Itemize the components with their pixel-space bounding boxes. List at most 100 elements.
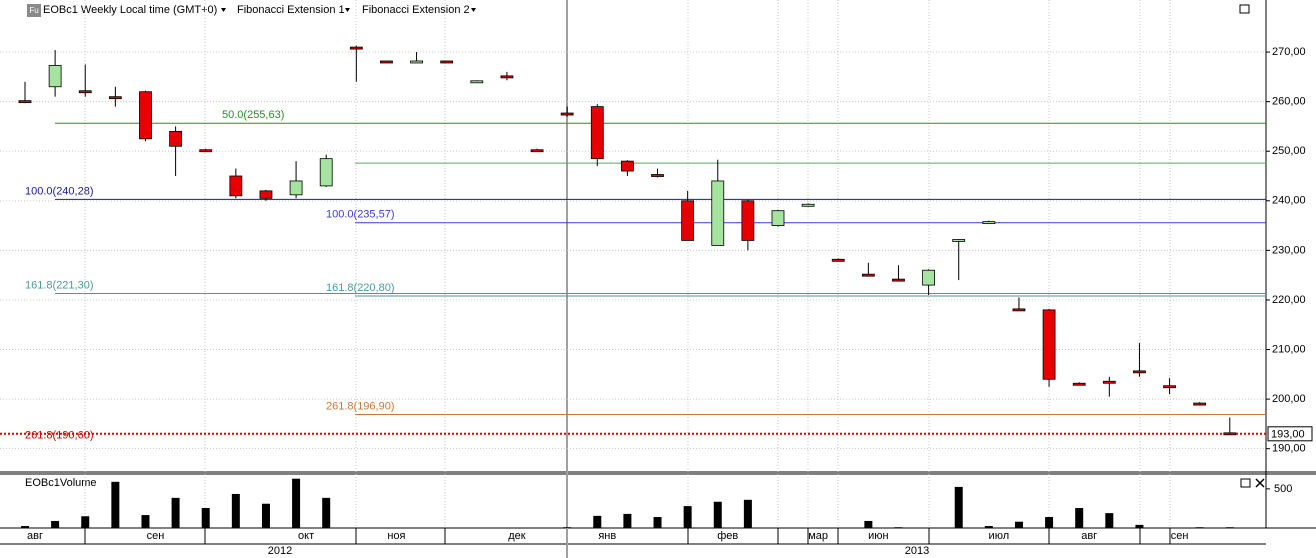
dropdown-arrow[interactable]: [221, 8, 226, 12]
maximize-button[interactable]: [1240, 478, 1251, 488]
y-tick-label: 250,00: [1272, 145, 1306, 157]
candle-body: [470, 80, 484, 84]
volume-bar: [984, 526, 993, 528]
candle-body: [48, 65, 62, 88]
volume-bar: [1135, 524, 1144, 528]
volume-bar: [171, 497, 180, 528]
x-tick-label: янв: [598, 530, 616, 542]
y-tick-label: 210,00: [1272, 343, 1306, 355]
x-tick-label: мар: [808, 530, 828, 542]
x-tick-label: июн: [868, 530, 888, 542]
volume-bar: [743, 499, 752, 528]
fib-label: 161.8(221,30): [25, 279, 94, 291]
candle-body: [1072, 382, 1086, 386]
volume-bar: [21, 526, 29, 528]
candle-body: [78, 90, 92, 94]
volume-bar: [292, 478, 301, 528]
y-tick-label: 190,00: [1272, 443, 1306, 455]
x-tick-label: сен: [147, 530, 165, 542]
candle-body: [530, 149, 544, 153]
dropdown-arrow[interactable]: [345, 8, 350, 12]
volume-bar: [322, 497, 331, 528]
candle-body: [349, 46, 363, 50]
symbol-icon[interactable]: [27, 4, 41, 17]
volume-bar: [713, 501, 722, 528]
volume-bar: [653, 517, 662, 528]
fib-label: 161.8(220,80): [326, 282, 395, 294]
maximize-button[interactable]: [1239, 4, 1250, 14]
candle-body: [1102, 380, 1116, 384]
candle-body: [560, 112, 574, 116]
candle-body: [1223, 432, 1237, 436]
volume-bar: [593, 515, 602, 528]
volume-bar: [1045, 517, 1054, 528]
candle-body: [982, 221, 996, 225]
candle-body: [831, 258, 845, 262]
dropdown-arrow[interactable]: [471, 8, 476, 12]
volume-bar: [1195, 527, 1204, 528]
indicator-name[interactable]: Fibonacci Extension 1: [237, 4, 345, 16]
last-price-label: 193,00: [1271, 429, 1305, 441]
candle-body: [380, 60, 393, 64]
candle-body: [108, 96, 122, 100]
x-tick-label: фев: [717, 530, 738, 542]
candle-body: [861, 273, 875, 277]
volume-bar: [1075, 508, 1084, 528]
x-tick-label: июл: [989, 530, 1010, 542]
candle-body: [410, 60, 423, 64]
candle-body: [319, 158, 333, 187]
volume-bar: [623, 513, 632, 528]
volume-bar: [81, 516, 90, 528]
fib-label: 50.0(255,63): [222, 109, 284, 121]
last-price-box: [1267, 426, 1313, 442]
volume-bar: [864, 520, 873, 528]
indicator-name[interactable]: Fibonacci Extension 2: [362, 4, 470, 16]
candle-body: [18, 100, 32, 104]
y-tick-label: 500: [1274, 483, 1292, 495]
candle-body: [139, 91, 152, 140]
fib-label: 100.0(240,28): [25, 185, 94, 197]
x-tick-label: авг: [1081, 530, 1097, 542]
volume-bar: [894, 527, 903, 528]
x-tick-label: ноя: [387, 530, 405, 542]
candle-body: [169, 130, 183, 147]
candle-body: [922, 269, 935, 286]
volume-bar: [141, 515, 150, 528]
candle-body: [741, 200, 755, 241]
y-tick-label: 240,00: [1272, 195, 1306, 207]
year-label: 2013: [905, 545, 929, 557]
y-tick-label: 230,00: [1272, 244, 1306, 256]
candle-body: [681, 200, 695, 241]
candle-body: [1193, 402, 1207, 406]
volume-bar: [1225, 527, 1234, 528]
volume-bar: [111, 481, 120, 528]
candle-body: [892, 278, 905, 282]
candle-body: [1042, 309, 1056, 380]
candle-body: [1133, 370, 1146, 374]
candle-body: [1163, 385, 1176, 389]
volume-bar: [1105, 513, 1114, 528]
volume-bar: [51, 520, 60, 528]
fib-label: 100.0(235,57): [326, 209, 395, 221]
candle-body: [771, 210, 785, 226]
volume-title: EOBc1Volume: [25, 477, 97, 489]
candle-body: [801, 203, 815, 207]
volume-bar: [563, 527, 572, 528]
volume-bar: [231, 493, 240, 528]
candle-body: [711, 180, 725, 246]
volume-bar: [1014, 521, 1023, 528]
candle-body: [259, 190, 273, 199]
symbol-icon-text: Fu: [29, 6, 38, 15]
year-label: 2012: [268, 545, 292, 557]
close-button[interactable]: [1255, 478, 1265, 488]
candle-body: [621, 160, 634, 172]
chart-title[interactable]: EOBc1 Weekly Local time (GMT+0): [43, 4, 217, 16]
candle-body: [952, 239, 966, 242]
candle-body: [590, 106, 604, 160]
x-tick-label: сен: [1171, 530, 1189, 542]
volume-bar: [201, 508, 210, 528]
x-tick-label: окт: [298, 530, 314, 542]
candle-body: [440, 60, 454, 64]
